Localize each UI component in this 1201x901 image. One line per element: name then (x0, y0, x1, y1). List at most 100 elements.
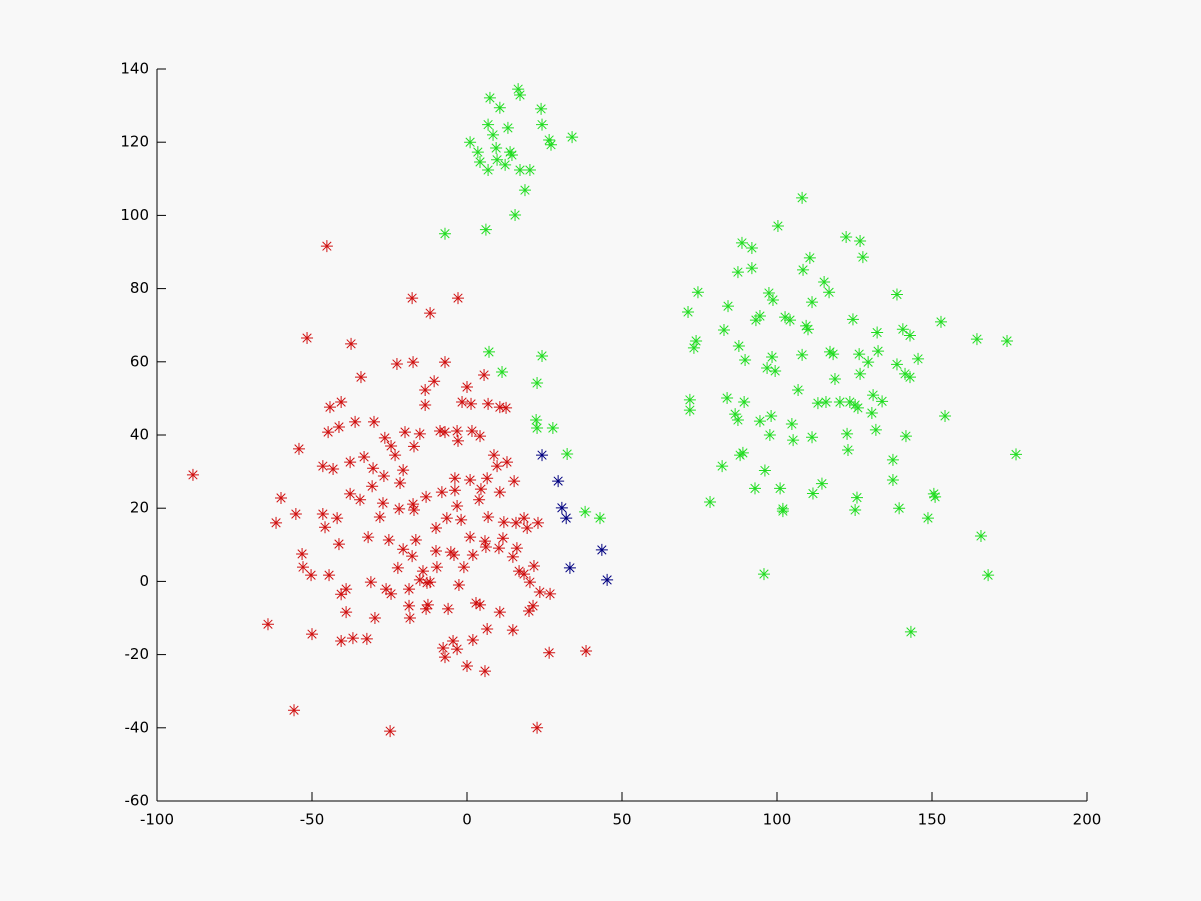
y-tick-label: 60 (130, 352, 149, 370)
point (373, 510, 386, 523)
point (563, 561, 576, 574)
point (403, 612, 416, 624)
point (420, 602, 433, 615)
point (327, 463, 340, 476)
point (580, 644, 593, 657)
point (455, 513, 468, 526)
point (457, 561, 470, 574)
point (483, 345, 496, 358)
point (420, 490, 433, 503)
point (704, 495, 717, 508)
point (340, 606, 353, 619)
point (934, 315, 947, 328)
point (493, 606, 506, 619)
point (186, 468, 199, 481)
point (406, 292, 419, 305)
point (849, 504, 862, 517)
point (904, 625, 917, 638)
point (478, 368, 491, 381)
point (544, 587, 557, 600)
point (771, 220, 784, 233)
point (854, 367, 867, 380)
point (452, 579, 465, 592)
point (745, 241, 758, 254)
point (561, 448, 574, 461)
point (872, 345, 885, 358)
point (394, 476, 407, 489)
point (407, 504, 420, 517)
point (779, 311, 792, 324)
point (546, 422, 559, 435)
point (368, 612, 381, 624)
point (376, 497, 389, 510)
point (500, 456, 513, 469)
point (424, 307, 437, 320)
point (275, 491, 287, 504)
point (505, 149, 518, 162)
point (407, 356, 420, 369)
point (428, 375, 441, 388)
point (523, 164, 536, 177)
point (323, 569, 336, 582)
point (803, 251, 816, 264)
point (452, 292, 465, 305)
point (385, 439, 398, 452)
point (921, 512, 934, 525)
point (776, 505, 789, 518)
point (536, 449, 549, 462)
point (419, 398, 432, 411)
point (451, 500, 464, 513)
point (364, 576, 377, 589)
point (508, 475, 521, 488)
point (456, 396, 469, 409)
point (493, 401, 506, 414)
point (753, 415, 766, 428)
point (464, 531, 477, 544)
point (731, 266, 744, 279)
point (927, 487, 940, 500)
point (419, 383, 432, 396)
point (397, 464, 410, 477)
point (738, 396, 751, 409)
y-tick-label: 0 (139, 572, 149, 590)
point (827, 348, 840, 361)
point (753, 310, 766, 323)
point (292, 442, 305, 455)
point (506, 550, 519, 563)
point (487, 128, 500, 141)
point (893, 502, 906, 515)
point (464, 474, 477, 487)
point (354, 371, 367, 384)
point (490, 142, 503, 155)
point (514, 88, 527, 101)
point (478, 535, 491, 548)
point (487, 449, 500, 462)
point (536, 118, 549, 131)
point (766, 351, 779, 364)
point (403, 583, 416, 596)
point (504, 146, 517, 159)
point (819, 396, 832, 409)
point (886, 453, 899, 466)
point (452, 434, 465, 447)
point (261, 618, 274, 631)
point (787, 434, 800, 447)
point (496, 366, 509, 379)
point (499, 158, 512, 171)
point (346, 632, 359, 645)
point (270, 516, 283, 529)
point (513, 565, 526, 578)
point (335, 635, 348, 648)
point (461, 381, 473, 394)
point (512, 83, 525, 96)
point (939, 409, 952, 422)
point (397, 543, 410, 556)
point (899, 430, 912, 443)
point (523, 605, 535, 618)
point (340, 583, 353, 596)
point (595, 543, 608, 556)
point (377, 469, 390, 482)
point (792, 383, 805, 396)
point (316, 460, 329, 473)
